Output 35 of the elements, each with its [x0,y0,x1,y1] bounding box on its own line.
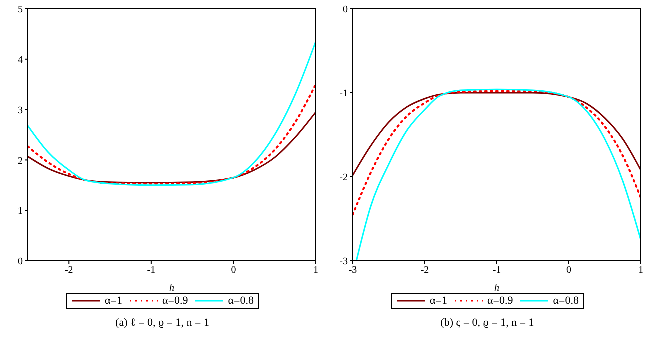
legend-label: α=0.8 [553,295,579,307]
y-tick-label: 1 [18,206,23,218]
line-series [28,84,316,185]
y-tick-label: 0 [343,4,348,16]
x-tick-label: -1 [492,265,502,276]
line-series [356,88,641,261]
x-tick-label: -2 [420,265,430,276]
x-tick-label: -3 [348,265,358,276]
legend-label: α=1 [430,295,448,307]
x-tick-label: 0 [231,265,236,276]
text: (b) ς = 0, ϱ = 1, n = 1 [440,317,536,329]
y-tick-label: -2 [340,172,348,184]
legend-label: α=0.9 [488,295,514,307]
x-tick-label: 0 [566,265,572,276]
x-axis-title: h [494,283,500,294]
line-series [28,41,316,186]
legend-label: α=0.8 [228,295,254,307]
y-tick-label: 0 [18,256,23,268]
text: (a) ℓ = 0, ϱ = 1, n = 1 [114,317,210,329]
y-tick-label: 2 [18,156,23,167]
line-series [353,90,641,216]
y-tick-label: -3 [340,256,348,268]
line-series [28,112,316,184]
legend-label: α=0.9 [162,295,188,307]
x-tick-label: -1 [147,265,156,276]
x-axis-title: h [170,283,174,294]
y-tick-label: 3 [18,105,23,116]
line-series [353,92,641,176]
x-tick-label: 1 [638,265,644,276]
x-tick-label: 1 [314,265,318,276]
y-tick-label: 4 [18,54,23,66]
legend-label: α=1 [105,295,123,307]
y-tick-label: -1 [340,88,348,100]
x-tick-label: -2 [64,265,74,276]
y-tick-label: 5 [18,4,23,16]
